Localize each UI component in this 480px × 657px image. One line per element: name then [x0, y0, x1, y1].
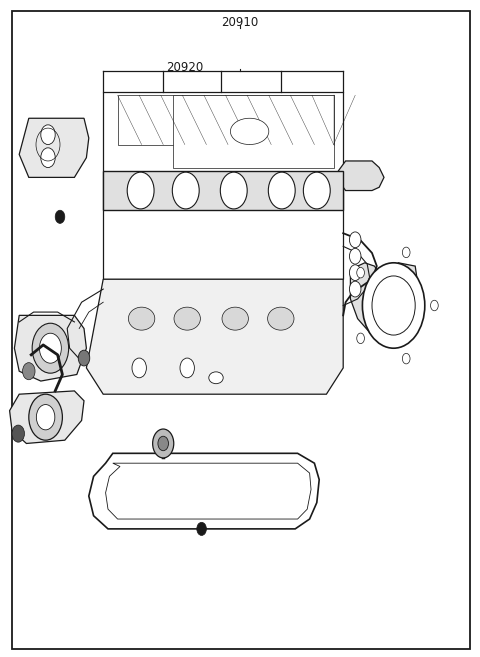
Polygon shape — [350, 263, 420, 338]
Circle shape — [349, 248, 361, 264]
Circle shape — [349, 232, 361, 248]
Circle shape — [29, 394, 62, 440]
Ellipse shape — [174, 307, 201, 330]
Circle shape — [39, 333, 61, 363]
Circle shape — [158, 436, 168, 451]
Circle shape — [268, 172, 295, 209]
Circle shape — [303, 172, 330, 209]
Circle shape — [12, 425, 24, 442]
Circle shape — [32, 323, 69, 373]
Text: 20910: 20910 — [221, 16, 259, 30]
Circle shape — [23, 363, 35, 380]
Circle shape — [41, 125, 55, 145]
Circle shape — [78, 350, 90, 366]
Circle shape — [132, 358, 146, 378]
Circle shape — [402, 353, 410, 364]
Polygon shape — [14, 315, 86, 381]
Circle shape — [220, 172, 247, 209]
Polygon shape — [19, 118, 89, 177]
Circle shape — [349, 281, 361, 297]
Ellipse shape — [209, 372, 223, 384]
Ellipse shape — [267, 307, 294, 330]
Circle shape — [127, 172, 154, 209]
Circle shape — [172, 172, 199, 209]
Circle shape — [357, 333, 364, 344]
Circle shape — [362, 263, 425, 348]
Circle shape — [349, 265, 361, 281]
Polygon shape — [86, 279, 343, 394]
Ellipse shape — [222, 307, 249, 330]
Circle shape — [180, 358, 194, 378]
Circle shape — [153, 429, 174, 458]
Polygon shape — [89, 453, 319, 529]
Circle shape — [41, 148, 55, 168]
Circle shape — [402, 247, 410, 258]
Circle shape — [55, 210, 65, 223]
Circle shape — [372, 276, 415, 335]
Bar — [103, 171, 343, 210]
Bar — [103, 92, 343, 279]
Circle shape — [36, 405, 55, 430]
Ellipse shape — [128, 307, 155, 330]
Bar — [118, 95, 334, 145]
Polygon shape — [338, 161, 384, 191]
Text: 20920: 20920 — [166, 60, 204, 74]
Polygon shape — [10, 391, 84, 443]
Bar — [173, 95, 334, 168]
Circle shape — [357, 267, 364, 278]
Circle shape — [197, 522, 206, 535]
Ellipse shape — [230, 118, 269, 145]
Circle shape — [431, 300, 438, 311]
